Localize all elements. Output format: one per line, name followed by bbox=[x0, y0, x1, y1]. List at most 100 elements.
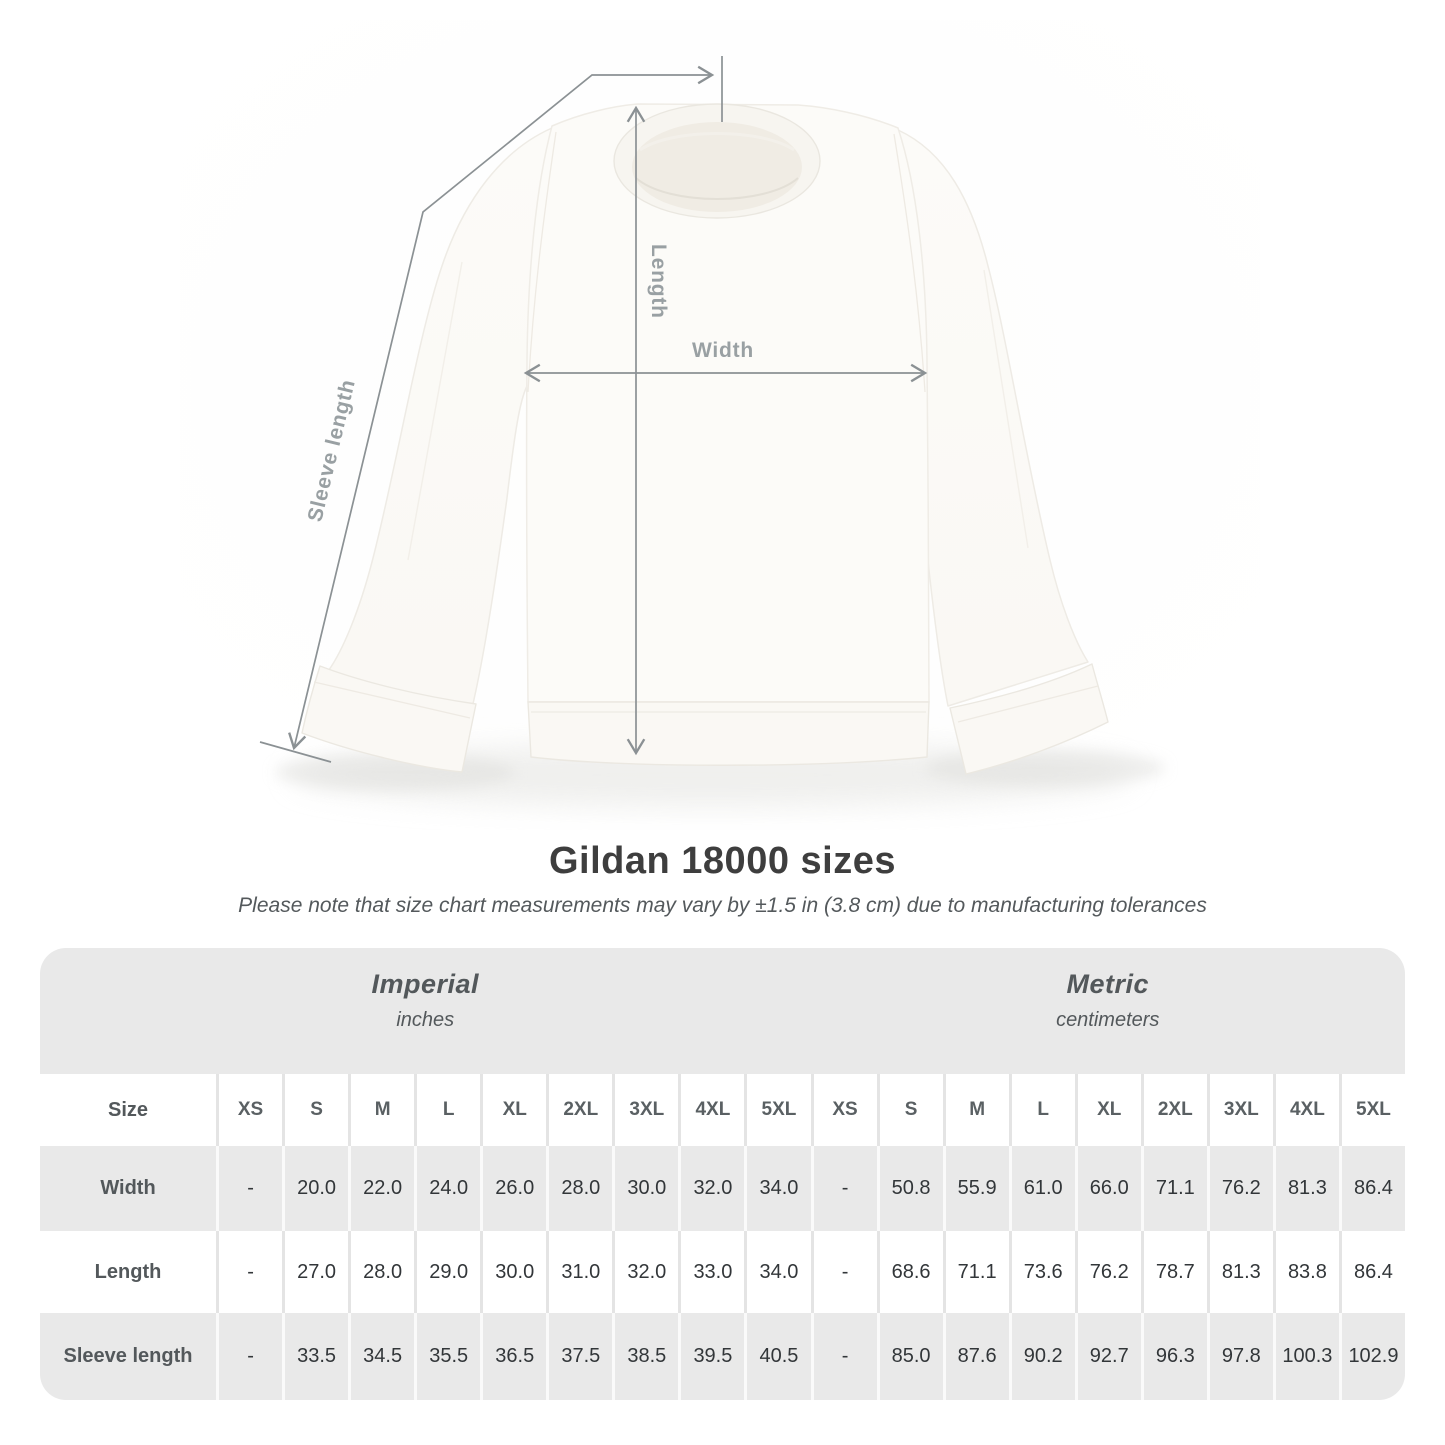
value-cell: 40.5 bbox=[744, 1313, 810, 1400]
value-cell: 39.5 bbox=[678, 1313, 744, 1400]
column-header-imperial-5xl: 5XL bbox=[744, 1074, 810, 1146]
value-cell: 30.0 bbox=[480, 1231, 546, 1313]
column-header-metric-4xl: 4XL bbox=[1272, 1074, 1339, 1146]
table-row-width: Width -20.0 22.0 24.0 26.0 28.0 30.0 32.0 34.0-5… bbox=[40, 1146, 1405, 1231]
value-cell: 102.9 bbox=[1338, 1313, 1405, 1400]
column-header-metric-5xl: 5XL bbox=[1338, 1074, 1405, 1146]
value-cell: 86.4 bbox=[1338, 1146, 1405, 1231]
value-cell: 34.0 bbox=[744, 1231, 810, 1313]
column-header-metric-xs: XS bbox=[810, 1074, 877, 1146]
column-header-row: Size XS S M L XL 2XL 3XL 4XL 5XL XS S M L XL 2XL 3XL 4XL… bbox=[40, 1074, 1405, 1146]
value-cell: 32.0 bbox=[612, 1231, 678, 1313]
column-header-metric-xl: XL bbox=[1074, 1074, 1141, 1146]
value-cell: 34.5 bbox=[348, 1313, 414, 1400]
right-sleeve-fold bbox=[983, 269, 1029, 549]
value-cell: 73.6 bbox=[1008, 1231, 1075, 1313]
value-cell: 50.8 bbox=[876, 1146, 943, 1231]
column-header-metric-s: S bbox=[876, 1074, 943, 1146]
value-cell: 83.8 bbox=[1272, 1231, 1339, 1313]
value-cell: 81.3 bbox=[1272, 1146, 1339, 1231]
value-cell: 78.7 bbox=[1140, 1231, 1207, 1313]
page-title: Gildan 18000 sizes bbox=[549, 840, 896, 882]
title-block: Gildan 18000 sizes Please note that size… bbox=[0, 840, 1445, 918]
column-header-imperial-xs: XS bbox=[216, 1074, 282, 1146]
value-cell: 66.0 bbox=[1074, 1146, 1141, 1231]
value-cell: 38.5 bbox=[612, 1313, 678, 1400]
value-cell: 29.0 bbox=[414, 1231, 480, 1313]
value-cell: - bbox=[810, 1313, 877, 1400]
value-cell: 85.0 bbox=[876, 1313, 943, 1400]
right-shoulder-seam bbox=[893, 133, 926, 393]
value-cell: 22.0 bbox=[348, 1146, 414, 1231]
value-cell: 90.2 bbox=[1008, 1313, 1075, 1400]
imperial-unit-label: inches bbox=[396, 1009, 455, 1031]
value-cell: 24.0 bbox=[414, 1146, 480, 1231]
value-cell: 76.2 bbox=[1074, 1231, 1141, 1313]
row-label: Sleeve length bbox=[63, 1345, 193, 1367]
value-cell: 100.3 bbox=[1272, 1313, 1339, 1400]
column-header-imperial-s: S bbox=[282, 1074, 348, 1146]
column-header-imperial-xl: XL bbox=[480, 1074, 546, 1146]
value-cell: 96.3 bbox=[1140, 1313, 1207, 1400]
column-header-imperial-4xl: 4XL bbox=[678, 1074, 744, 1146]
value-cell: - bbox=[810, 1146, 877, 1231]
column-header-imperial-l: L bbox=[414, 1074, 480, 1146]
value-cell: 33.0 bbox=[678, 1231, 744, 1313]
metric-unit-label: centimeters bbox=[1056, 1009, 1160, 1031]
length-measure-label: Length bbox=[647, 244, 670, 319]
table-row-sleeve-length: Sleeve length -33.5 34.5 35.5 36.5 37.5 38.5 39… bbox=[40, 1313, 1405, 1400]
sweatshirt-measurement-diagram: Width Length Sleeve length bbox=[180, 20, 1260, 820]
value-cell: 33.5 bbox=[282, 1313, 348, 1400]
row-label: Length bbox=[94, 1260, 162, 1283]
size-table: Imperial inches Metric centimeters Size … bbox=[40, 948, 1405, 1400]
right-cuff-seam bbox=[957, 685, 1099, 723]
value-cell: 86.4 bbox=[1338, 1231, 1405, 1313]
imperial-label: Imperial bbox=[371, 969, 480, 999]
value-cell: 32.0 bbox=[678, 1146, 744, 1231]
row-label: Width bbox=[100, 1177, 156, 1199]
value-cell: 87.6 bbox=[942, 1313, 1009, 1400]
value-cell: 34.0 bbox=[744, 1146, 810, 1231]
value-cell: 27.0 bbox=[282, 1231, 348, 1313]
column-header-metric-l: L bbox=[1008, 1074, 1075, 1146]
value-cell: 30.0 bbox=[612, 1146, 678, 1231]
metric-group-header: Metric centimeters bbox=[811, 948, 1406, 1074]
garment-shadow bbox=[292, 743, 1132, 807]
tolerance-note: Please note that size chart measurements… bbox=[238, 894, 1207, 917]
value-cell: 20.0 bbox=[282, 1146, 348, 1231]
imperial-group-header: Imperial inches bbox=[40, 948, 811, 1074]
value-cell: 36.5 bbox=[480, 1313, 546, 1400]
value-cell: 35.5 bbox=[414, 1313, 480, 1400]
value-cell: - bbox=[216, 1313, 282, 1400]
value-cell: 28.0 bbox=[348, 1231, 414, 1313]
table-row-length: Length -27.0 28.0 29.0 30.0 31.0 32.0 33.0 34.0-… bbox=[40, 1231, 1405, 1313]
column-header-imperial-2xl: 2XL bbox=[546, 1074, 612, 1146]
value-cell: 26.0 bbox=[480, 1146, 546, 1231]
value-cell: 92.7 bbox=[1074, 1313, 1141, 1400]
value-cell: 71.1 bbox=[1140, 1146, 1207, 1231]
value-cell: 61.0 bbox=[1008, 1146, 1075, 1231]
sleeve-length-end-tick bbox=[259, 741, 332, 763]
value-cell: - bbox=[216, 1231, 282, 1313]
value-cell: 37.5 bbox=[546, 1313, 612, 1400]
table-body: Width -20.0 22.0 24.0 26.0 28.0 30.0 32.0 34.0-5… bbox=[40, 1146, 1405, 1400]
units-header-row: Imperial inches Metric centimeters bbox=[40, 948, 1405, 1074]
value-cell: 55.9 bbox=[942, 1146, 1009, 1231]
value-cell: 76.2 bbox=[1206, 1146, 1273, 1231]
value-cell: 28.0 bbox=[546, 1146, 612, 1231]
value-cell: - bbox=[810, 1231, 877, 1313]
column-header-imperial-m: M bbox=[348, 1074, 414, 1146]
size-corner-header: Size bbox=[107, 1098, 149, 1121]
value-cell: 97.8 bbox=[1206, 1313, 1273, 1400]
width-measure-label: Width bbox=[692, 339, 754, 362]
column-header-metric-2xl: 2XL bbox=[1140, 1074, 1207, 1146]
column-header-metric-3xl: 3XL bbox=[1206, 1074, 1273, 1146]
value-cell: 71.1 bbox=[942, 1231, 1009, 1313]
value-cell: 68.6 bbox=[876, 1231, 943, 1313]
value-cell: 31.0 bbox=[546, 1231, 612, 1313]
column-header-metric-m: M bbox=[942, 1074, 1009, 1146]
right-cuff bbox=[949, 663, 1109, 775]
metric-label: Metric bbox=[1066, 969, 1150, 999]
column-header-imperial-3xl: 3XL bbox=[612, 1074, 678, 1146]
